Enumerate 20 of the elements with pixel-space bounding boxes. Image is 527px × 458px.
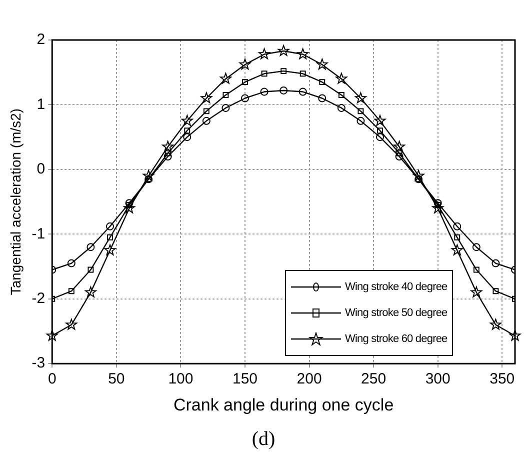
y-tick-label: 2 (36, 31, 46, 48)
text: (d) (250, 428, 276, 451)
x-tick-label: 150 (232, 370, 258, 388)
x-tick-label: 200 (296, 370, 322, 388)
x-tick-label: 100 (168, 370, 194, 388)
x-tick-label: 250 (361, 370, 386, 388)
y-axis-title: Tangential acceleration (m/s2) (7, 108, 24, 296)
x-tick-label: 300 (425, 370, 450, 388)
y-tick-label: 1 (36, 96, 46, 113)
legend-label: Wing stroke 50 degree (345, 306, 448, 319)
x-tick-label: 50 (108, 370, 125, 388)
y-tick-label: 0 (36, 160, 46, 178)
x-tick-label: 0 (48, 370, 56, 388)
x-tick-label: 350 (490, 370, 515, 388)
legend-label: Wing stroke 60 degree (345, 332, 448, 345)
legend-label: Wing stroke 40 degree (345, 280, 448, 293)
y-tick-label: -2 (32, 290, 46, 308)
y-tick-label: -3 (32, 354, 46, 372)
y-tick-label: -1 (32, 225, 46, 242)
x-axis-title: Crank angle during one cycle (173, 395, 394, 414)
